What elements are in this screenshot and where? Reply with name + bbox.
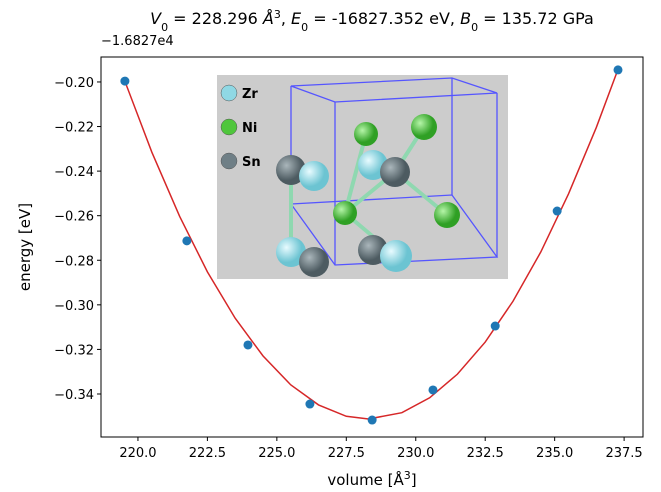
inset-image: Zr Ni Sn <box>217 75 508 279</box>
x-axis-label: volume [Å3] <box>327 469 416 490</box>
inset-legend-label: Zr <box>242 87 258 102</box>
text-part: = 228.296 <box>168 9 263 28</box>
data-point <box>428 385 438 395</box>
y-tick-label: −0.28 <box>54 254 94 269</box>
y-tick-label: −0.32 <box>54 343 94 358</box>
x-tick-label: 227.5 <box>328 446 365 461</box>
text-part: = -16827.352 eV, <box>308 9 460 28</box>
plot-frame <box>100 56 644 438</box>
text-part: 3 <box>404 469 411 482</box>
inset-legend-swatch <box>220 118 238 136</box>
x-tick-label: 225.0 <box>258 446 295 461</box>
data-point <box>305 399 315 409</box>
y-tick-label: −0.22 <box>54 121 94 136</box>
text-part: Å <box>262 9 274 28</box>
data-point <box>120 76 130 86</box>
chart-title: V0 = 228.296 Å3, E0 = -16827.352 eV, B0 … <box>150 8 594 34</box>
y-offset-label: −1.6827e4 <box>101 34 174 49</box>
y-axis-label: energy [eV] <box>16 203 34 291</box>
y-tick-label: −0.30 <box>54 299 94 314</box>
inset-legend-label: Ni <box>242 121 257 136</box>
text-part: 0 <box>471 21 478 34</box>
text-part: B <box>460 9 471 28</box>
data-point <box>613 65 623 75</box>
text-part: volume [Å <box>327 470 404 489</box>
text-part: 0 <box>161 21 168 34</box>
x-tick-label: 237.5 <box>605 446 642 461</box>
y-tick-label: −0.24 <box>54 165 94 180</box>
x-tick-label: 235.0 <box>536 446 573 461</box>
text-part: 0 <box>301 21 308 34</box>
text-part: 3 <box>274 8 281 21</box>
data-point <box>367 415 377 425</box>
x-tick-label: 220.0 <box>119 446 156 461</box>
text-part: = 135.72 GPa <box>478 9 594 28</box>
y-tick-label: −0.34 <box>54 388 94 403</box>
text-part: ] <box>411 471 417 489</box>
data-point <box>182 236 192 246</box>
y-tick-label: −0.26 <box>54 210 94 225</box>
x-tick-label: 230.0 <box>397 446 434 461</box>
y-tick-label: −0.20 <box>54 76 94 91</box>
x-tick-label: 232.5 <box>467 446 504 461</box>
inset-legend-label: Sn <box>242 155 261 170</box>
x-tick-label: 222.5 <box>189 446 226 461</box>
data-point <box>552 206 562 216</box>
data-point <box>243 340 253 350</box>
text-part: E <box>291 9 302 28</box>
inset-legend-swatch <box>220 152 238 170</box>
text-part: V <box>150 9 162 28</box>
data-point <box>490 321 500 331</box>
text-part: , <box>281 9 291 28</box>
inset-legend-swatch <box>220 84 238 102</box>
